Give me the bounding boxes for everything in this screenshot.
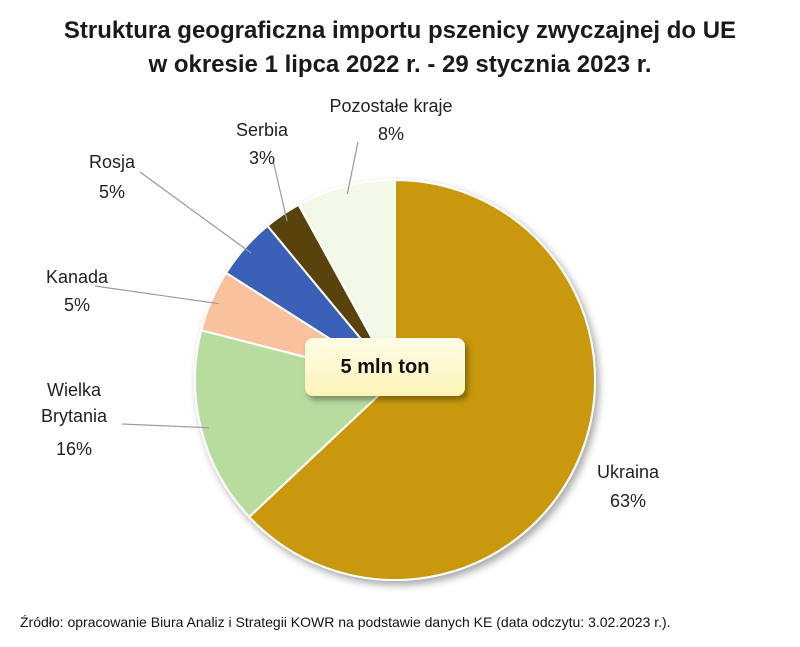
slice-name-label: Ukraina <box>597 462 660 482</box>
total-volume-box: 5 mln ton <box>305 338 465 396</box>
chart-title: Struktura geograficzna importu pszenicy … <box>0 14 800 82</box>
slice-name-label: Kanada <box>46 267 109 287</box>
slice-value-label: 63% <box>610 491 646 511</box>
leader-line <box>346 141 359 195</box>
slice-value-label: 5% <box>99 182 125 202</box>
slice-name-label: Pozostałe kraje <box>329 96 452 116</box>
leader-line <box>94 285 219 305</box>
source-note: Źródło: opracowanie Biura Analiz i Strat… <box>20 614 671 630</box>
slice-value-label: 16% <box>56 439 92 459</box>
slice-name-label: Rosja <box>89 152 136 172</box>
slice-name-label: Brytania <box>41 406 108 426</box>
total-volume-label: 5 mln ton <box>340 355 430 378</box>
slice-name-label: Serbia <box>236 120 289 140</box>
leader-line <box>139 171 252 254</box>
slice-value-label: 5% <box>64 295 90 315</box>
slice-value-label: 3% <box>249 148 275 168</box>
chart-title-line-2: w okresie 1 lipca 2022 r. - 29 stycznia … <box>148 51 652 78</box>
chart-title-line-1: Struktura geograficzna importu pszenicy … <box>63 17 737 44</box>
slice-value-label: 8% <box>378 124 404 144</box>
pie-slice-pozostałe-kraje <box>297 178 396 381</box>
leader-line <box>121 423 210 429</box>
leader-line <box>272 159 288 222</box>
slice-name-label: Wielka <box>47 380 102 400</box>
